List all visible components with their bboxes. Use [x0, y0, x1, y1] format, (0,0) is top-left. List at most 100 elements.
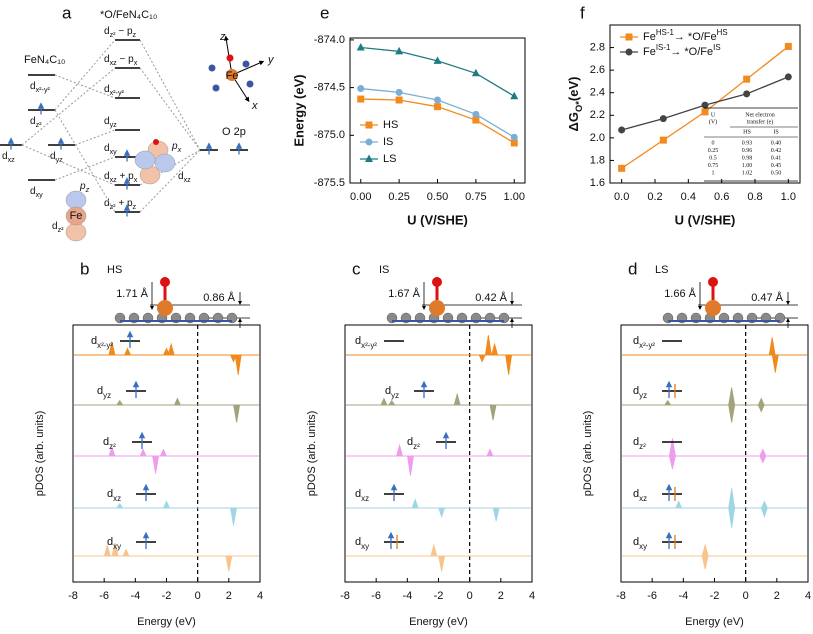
orbital-label-part: x²-y² [97, 341, 113, 350]
legend-label: LS [383, 153, 396, 165]
orbital-label-part: xy [113, 542, 121, 551]
x-axis-title: Energy (eV) [685, 616, 744, 628]
pdos-peak [406, 455, 414, 476]
orbital-label: dxz [107, 488, 121, 503]
orbital-label: dz² [407, 436, 420, 451]
axis-label: x [251, 100, 258, 112]
pdos-peak [234, 354, 242, 375]
y-axis-title: pDOS (arb. units) [306, 411, 318, 497]
orbital-label: dxy [355, 536, 369, 551]
point [618, 126, 626, 134]
orbital-lobe [65, 206, 87, 226]
pdos-peak [225, 555, 233, 572]
table-cell: 0.93 [742, 140, 753, 146]
legend-marker [365, 121, 373, 129]
orbital-label: dx²-y² [91, 335, 113, 350]
x-tick-label: -6 [647, 590, 657, 602]
point [510, 139, 518, 147]
bond-length: 1.67 Å [388, 287, 420, 300]
orbital-label-part: xz [184, 175, 192, 184]
y-axis-title-part: ΔG [566, 112, 581, 131]
o-atom [160, 277, 170, 287]
n-atom [212, 84, 220, 92]
x-tick-label: 0.4 [681, 191, 696, 203]
o2p-label: O 2p [222, 126, 246, 138]
x-tick-label: 0.25 [388, 191, 409, 203]
x-tick-label: -2 [434, 590, 444, 602]
axis-label: y [267, 54, 275, 66]
y-tick-label: -875.0 [314, 129, 345, 141]
y-tick-label: -875.5 [314, 177, 345, 189]
x-tick-label: 1.00 [504, 191, 525, 203]
level-label: dxz − px [104, 54, 138, 68]
pdos-peak [759, 448, 767, 457]
y-axis-title: ΔGO*(eV) [566, 77, 584, 132]
pdos-peak [759, 455, 767, 464]
panel-letter: b [80, 259, 89, 278]
orbital-label-part: d [355, 335, 361, 347]
orbital-label-part: z² [58, 225, 65, 234]
level-label-part: yz [110, 120, 118, 129]
y-tick-label: 2.0 [590, 132, 605, 144]
orbital-label-part: p [79, 181, 86, 192]
fe-height: 0.86 Å [203, 291, 235, 304]
legend-label: IS [383, 136, 393, 148]
orbital-lobe [134, 150, 156, 170]
pdos-peak [411, 497, 419, 509]
pdos-peak [668, 455, 676, 470]
pdos-peak [108, 445, 116, 457]
level-label: dxy [104, 143, 117, 157]
orbital-label-part: d [633, 335, 639, 347]
level-label: dxz + px [104, 171, 138, 185]
pdos-peak [728, 387, 736, 406]
orbital-lobe [65, 222, 87, 242]
orbital-lobe [154, 153, 176, 173]
panel-letter: e [320, 3, 329, 22]
point [659, 136, 667, 144]
orbital-label-part: xz [113, 494, 121, 503]
pdos-peak [453, 392, 461, 406]
level-label-part: d [50, 151, 56, 162]
orbital-label-part: d [107, 536, 113, 548]
table-header: U [711, 112, 716, 118]
x-tick-label: 2 [498, 590, 504, 602]
orbital-label: dz² [103, 436, 116, 451]
level-label-part: x²-y² [110, 88, 125, 97]
legend-label-part: HS [717, 28, 728, 37]
table-cell: 1.00 [742, 163, 753, 169]
pdos-peak [162, 347, 171, 356]
level-label-part: yz [56, 155, 64, 164]
pdos-peak [728, 507, 736, 528]
level-label-part: − p [116, 26, 133, 37]
orbital-label: pz [79, 181, 90, 195]
pdos-peak [760, 507, 768, 519]
x-tick-label: -8 [68, 590, 78, 602]
table-cell: 0 [712, 140, 715, 146]
orbital-label-part: d [103, 436, 109, 448]
level-label-part: − p [117, 54, 134, 65]
x-tick-label: 0.00 [350, 191, 371, 203]
y-axis-title: Energy (eV) [291, 74, 306, 146]
orbital-label: dz² [633, 436, 646, 451]
orbital-label: dx²-y² [355, 335, 377, 350]
legend-marker [625, 33, 633, 41]
pdos-peak [162, 500, 171, 509]
level-label-part: x [134, 175, 138, 184]
pdos-peak [438, 507, 446, 519]
pdos-peak [387, 399, 396, 406]
bond-length: 1.71 Å [116, 287, 148, 300]
y-axis-title: pDOS (arb. units) [582, 411, 594, 497]
y-tick-label: 2.6 [590, 64, 605, 76]
point [743, 75, 751, 83]
orbital-label: dyz [633, 385, 647, 400]
orbital-label-part: d [633, 436, 639, 448]
x-tick-label: 0.8 [747, 191, 762, 203]
pdos-peak [230, 507, 237, 526]
pdos-peak [152, 455, 160, 474]
orbital-label-part: d [52, 221, 58, 232]
x-tick-label: 2 [226, 590, 232, 602]
orbital-label-part: x [177, 145, 182, 154]
y-tick-label: 2.2 [590, 109, 605, 121]
bond-length: 1.66 Å [664, 287, 696, 300]
connector [139, 67, 201, 151]
